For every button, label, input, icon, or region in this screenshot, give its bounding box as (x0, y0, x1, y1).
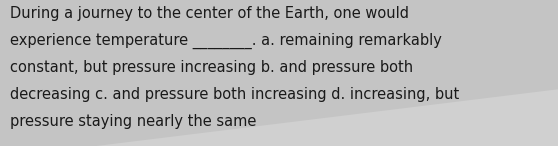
Text: pressure staying nearly the same: pressure staying nearly the same (10, 114, 257, 129)
Text: decreasing c. and pressure both increasing d. increasing, but: decreasing c. and pressure both increasi… (10, 87, 459, 102)
Text: constant, but pressure increasing b. and pressure both: constant, but pressure increasing b. and… (10, 60, 413, 75)
Text: experience temperature ________. a. remaining remarkably: experience temperature ________. a. rema… (10, 33, 442, 49)
Text: During a journey to the center of the Earth, one would: During a journey to the center of the Ea… (10, 6, 409, 21)
